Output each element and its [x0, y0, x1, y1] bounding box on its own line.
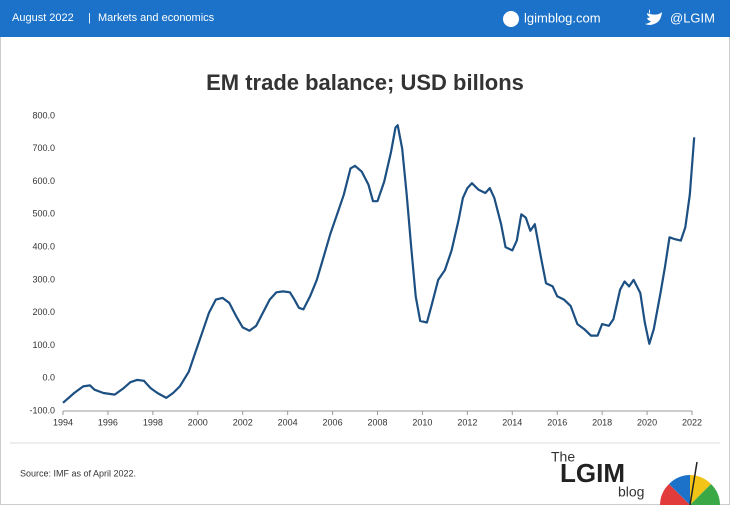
- x-tick-label: 2012: [457, 417, 477, 427]
- y-tick-label: 800.0: [32, 110, 55, 120]
- x-tick-label: 2022: [682, 417, 702, 427]
- logo-the: The: [551, 449, 575, 465]
- x-tick-label: 1996: [98, 417, 118, 427]
- x-tick-label: 2018: [592, 417, 612, 427]
- x-tick-label: 2002: [233, 417, 253, 427]
- logo-blog: blog: [618, 484, 644, 500]
- x-tick-label: 1998: [143, 417, 163, 427]
- header-separator: |: [88, 12, 91, 24]
- x-tick-label: 2006: [323, 417, 343, 427]
- y-tick-label: 300.0: [32, 274, 55, 284]
- header-date: August 2022: [12, 12, 74, 24]
- header-section: Markets and economics: [98, 12, 215, 24]
- web-icon: [503, 11, 519, 27]
- x-tick-label: 2000: [188, 417, 208, 427]
- twitter-icon: [645, 9, 662, 25]
- header-bar: [0, 0, 730, 37]
- x-tick-label: 2016: [547, 417, 567, 427]
- x-tick-label: 2020: [637, 417, 657, 427]
- y-tick-label: 500.0: [32, 209, 55, 219]
- x-tick-label: 2008: [367, 417, 387, 427]
- source-note: Source: IMF as of April 2022.: [20, 468, 136, 478]
- logo-main: LGIM: [560, 458, 625, 488]
- y-tick-label: 600.0: [32, 176, 55, 186]
- y-tick-label: 0.0: [42, 373, 55, 383]
- chart-title: EM trade balance; USD billons: [206, 70, 524, 95]
- data-line: [62, 124, 696, 404]
- y-tick-label: 100.0: [32, 340, 55, 350]
- y-tick-label: 400.0: [32, 241, 55, 251]
- y-tick-label: 700.0: [32, 143, 55, 153]
- header-twitter: @LGIM: [670, 10, 715, 25]
- logo-umbrella: [660, 461, 720, 506]
- header-site: lgimblog.com: [524, 10, 601, 25]
- y-tick-label: 200.0: [32, 307, 55, 317]
- x-tick-label: 1994: [53, 417, 73, 427]
- x-tick-label: 2010: [412, 417, 432, 427]
- y-tick-label: -100.0: [29, 405, 55, 415]
- x-tick-label: 2004: [278, 417, 298, 427]
- x-tick-label: 2014: [502, 417, 522, 427]
